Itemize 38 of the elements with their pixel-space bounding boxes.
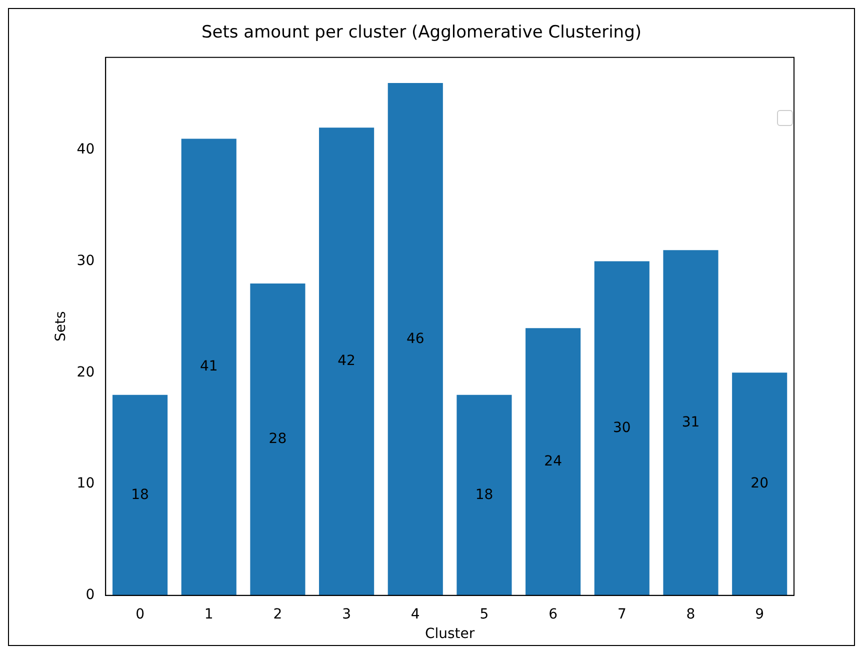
data-label: 46 (406, 330, 424, 347)
data-label: 42 (338, 353, 356, 370)
bar (456, 394, 512, 596)
y-axis-title: Sets (53, 311, 70, 342)
bar (732, 372, 788, 596)
data-label: 30 (612, 420, 631, 436)
bar (112, 394, 168, 596)
bar (319, 128, 374, 596)
y-tick-label: 20 (76, 364, 95, 380)
bar (250, 284, 306, 596)
bar (388, 83, 443, 596)
x-tick-label: 6 (548, 606, 558, 622)
data-label: 28 (268, 431, 287, 448)
data-label: 41 (200, 358, 218, 375)
bar (526, 328, 581, 596)
y-tick-label: 0 (86, 587, 95, 604)
x-tick-label: 7 (617, 606, 626, 622)
data-label: 31 (682, 414, 700, 430)
x-tick-label: 4 (410, 606, 420, 622)
x-tick-label: 3 (342, 606, 352, 622)
data-label: 24 (544, 453, 562, 470)
chart-title: Sets amount per cluster (Agglomerative Clustering) (202, 22, 642, 43)
x-tick-label: 9 (755, 606, 764, 622)
data-label: 18 (475, 486, 494, 503)
x-tick-label: 8 (686, 606, 696, 622)
x-tick-label: 1 (204, 606, 214, 622)
x-tick-label: 2 (273, 606, 282, 622)
x-tick-label: 0 (136, 606, 144, 622)
data-label: 18 (131, 486, 149, 503)
y-tick-label: 40 (76, 141, 95, 158)
x-tick-label: 5 (480, 606, 489, 622)
bar (181, 138, 236, 596)
x-axis-title: Cluster (424, 626, 475, 642)
bar (663, 250, 718, 596)
bar (594, 261, 650, 596)
y-tick-label: 10 (76, 476, 95, 492)
y-tick-label: 30 (76, 252, 95, 269)
data-label: 20 (750, 476, 768, 492)
